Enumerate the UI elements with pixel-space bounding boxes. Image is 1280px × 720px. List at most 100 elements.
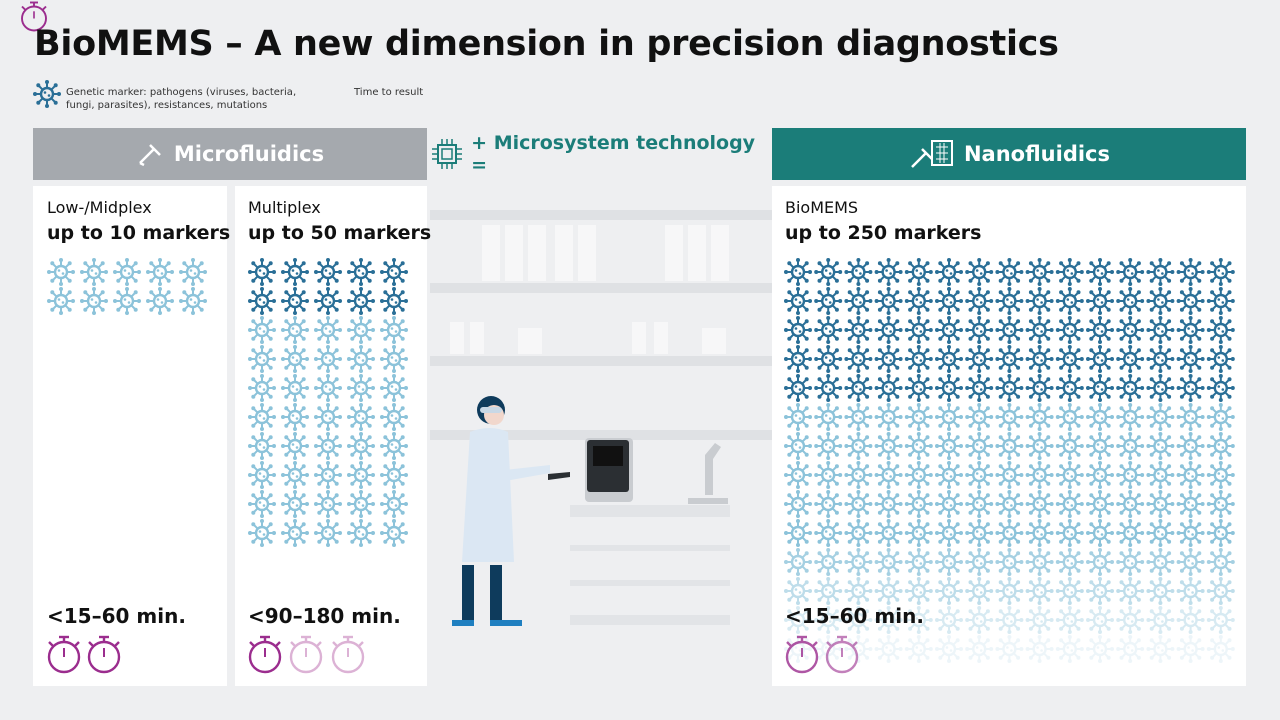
marker-icon xyxy=(246,314,278,346)
marker-icon xyxy=(782,488,814,520)
marker-icon xyxy=(933,575,965,607)
marker-icon xyxy=(964,575,995,607)
marker-icon xyxy=(994,256,1025,288)
marker-icon xyxy=(873,256,904,288)
pipette-icon xyxy=(138,144,161,167)
marker-icon xyxy=(1054,314,1086,346)
marker-icon xyxy=(1205,314,1237,346)
time-icon xyxy=(289,635,323,674)
marker-icon xyxy=(1054,488,1086,520)
marker-icon xyxy=(312,459,344,491)
marker-icon xyxy=(964,546,995,578)
panel-time: <90–180 min. xyxy=(248,604,401,628)
marker-icon xyxy=(144,285,176,317)
marker-icon xyxy=(903,256,934,288)
nanofluidic-icon xyxy=(911,140,953,168)
marker-icon xyxy=(1145,604,1176,636)
panel-time: <15–60 min. xyxy=(47,604,186,628)
marker-icon xyxy=(1145,372,1176,404)
marker-icon xyxy=(345,256,377,288)
marker-icon xyxy=(279,517,311,549)
marker-icon xyxy=(843,633,874,665)
marker-icon xyxy=(1145,285,1176,317)
marker-icon xyxy=(1205,546,1237,578)
marker-icon xyxy=(813,517,844,549)
marker-icon xyxy=(1114,372,1146,404)
panel-label: Low-/Midplex xyxy=(47,198,152,217)
marker-icon xyxy=(873,430,904,462)
marker-icon xyxy=(1054,372,1086,404)
marker-icon xyxy=(312,314,344,346)
marker-icon xyxy=(782,575,814,607)
marker-icon xyxy=(1024,488,1055,520)
marker-icon xyxy=(345,401,377,433)
time-icon xyxy=(331,635,365,674)
marker-icon xyxy=(1114,430,1146,462)
marker-icon xyxy=(1114,343,1146,375)
marker-icon xyxy=(1175,546,1206,578)
marker-icon xyxy=(312,430,344,462)
marker-icon xyxy=(246,285,278,317)
marker-icon xyxy=(1205,575,1237,607)
section-title: + Microsystem technology = xyxy=(471,132,756,176)
marker-icon xyxy=(1084,372,1116,404)
marker-icon xyxy=(1205,401,1237,433)
time-icon xyxy=(47,635,81,674)
marker-icon xyxy=(1084,546,1116,578)
marker-icon xyxy=(1114,285,1146,317)
marker-icon xyxy=(873,285,904,317)
marker-icon xyxy=(903,459,934,491)
marker-icon xyxy=(279,459,311,491)
marker-icon xyxy=(1084,488,1116,520)
marker-icon xyxy=(1175,285,1206,317)
marker-icon xyxy=(933,517,965,549)
marker-icon xyxy=(964,314,995,346)
marker-icon xyxy=(782,430,814,462)
marker-icon xyxy=(873,459,904,491)
section-header: Microfluidics xyxy=(33,128,427,180)
time-icon xyxy=(248,635,282,674)
marker-icon xyxy=(378,488,410,520)
marker-icon xyxy=(782,372,814,404)
marker-icon xyxy=(903,372,934,404)
marker-icon xyxy=(1175,633,1206,665)
marker-icon xyxy=(843,459,874,491)
marker-icon xyxy=(279,401,311,433)
marker-icon xyxy=(1054,517,1086,549)
marker-icon xyxy=(813,343,844,375)
marker-icon xyxy=(964,633,995,665)
marker-icon xyxy=(1205,285,1237,317)
marker-icon xyxy=(1054,343,1086,375)
marker-icon xyxy=(78,285,110,317)
marker-icon xyxy=(1024,430,1055,462)
marker-icon xyxy=(1175,488,1206,520)
marker-icon xyxy=(378,372,410,404)
marker-icon xyxy=(1084,633,1116,665)
marker-icon xyxy=(279,256,311,288)
marker-icon xyxy=(843,517,874,549)
marker-icon xyxy=(933,546,965,578)
marker-icon xyxy=(903,343,934,375)
marker-icon xyxy=(1024,604,1055,636)
marker-icon xyxy=(1114,546,1146,578)
marker-icon xyxy=(1024,575,1055,607)
marker-icon xyxy=(933,343,965,375)
marker-icon xyxy=(1205,256,1237,288)
marker-icon xyxy=(782,401,814,433)
marker-icon xyxy=(782,256,814,288)
marker-icon xyxy=(1084,575,1116,607)
marker-icon xyxy=(813,546,844,578)
marker-icon xyxy=(994,401,1025,433)
marker-icon xyxy=(1114,401,1146,433)
marker-icon xyxy=(345,488,377,520)
marker-icon xyxy=(246,372,278,404)
marker-icon xyxy=(1054,575,1086,607)
marker-icon xyxy=(1084,314,1116,346)
marker-icon xyxy=(1114,314,1146,346)
marker-icon xyxy=(1145,314,1176,346)
marker-icon xyxy=(1084,343,1116,375)
marker-icon xyxy=(933,459,965,491)
marker-icon xyxy=(813,575,844,607)
marker-icon xyxy=(933,488,965,520)
